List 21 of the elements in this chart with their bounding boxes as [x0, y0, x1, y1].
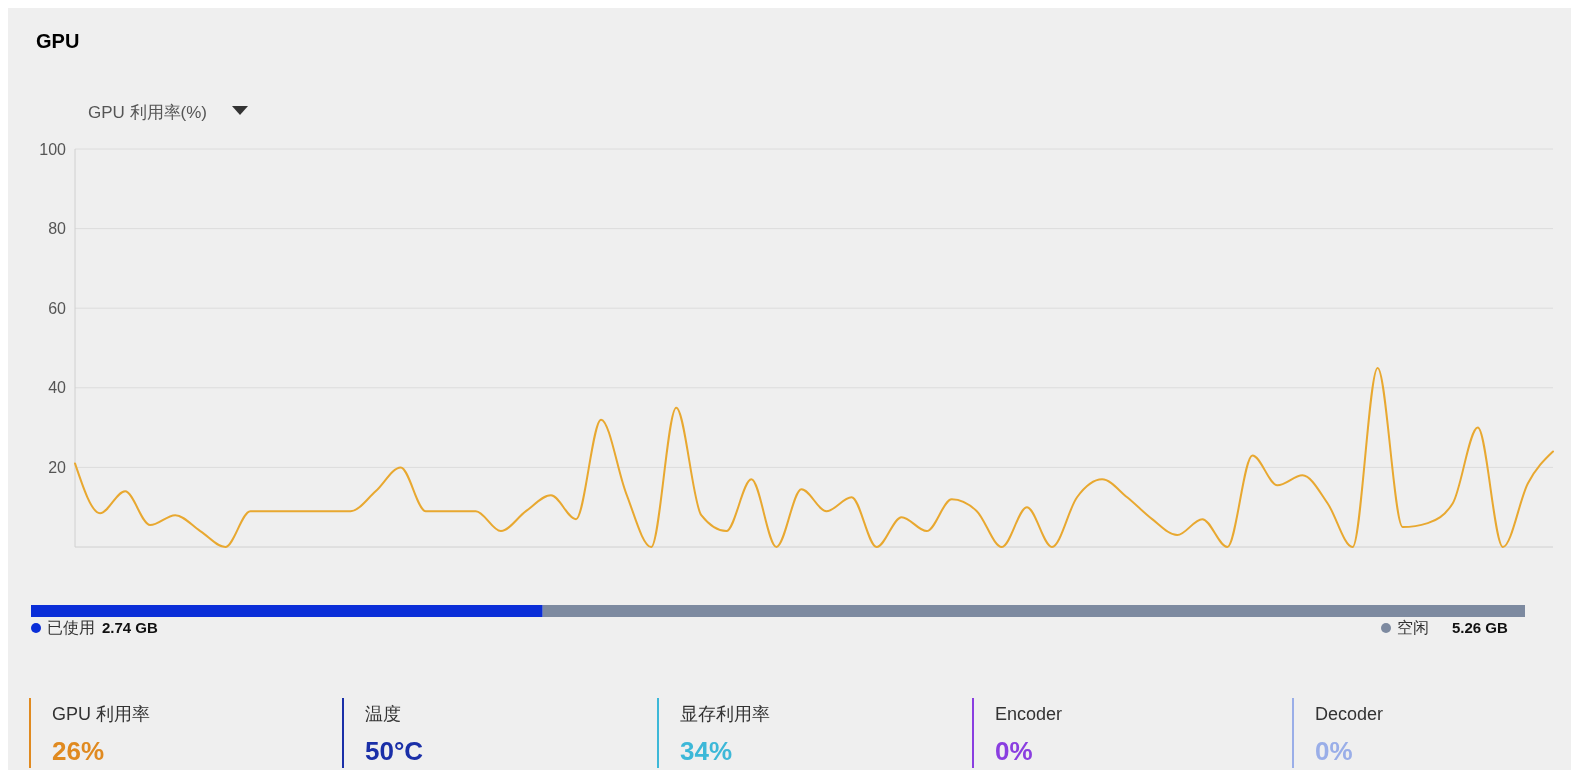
text: 0% — [1315, 736, 1353, 766]
y-tick-label: 60 — [48, 299, 67, 317]
text: 26% — [52, 736, 105, 766]
category-label: 温度 — [365, 704, 401, 724]
y-tick-label: 100 — [39, 140, 67, 158]
category-label: Encoder — [995, 704, 1063, 724]
y-tick-label: 80 — [48, 220, 67, 238]
data-label: 2.74 GB — [102, 619, 159, 636]
legend-label: 空闲 — [1397, 619, 1429, 636]
text: 0% — [995, 736, 1033, 766]
text: 50°C — [365, 736, 424, 766]
data-label: 5.26 GB — [1452, 619, 1509, 636]
y-tick-label: 20 — [48, 459, 67, 476]
legend-label: 已使用 — [47, 619, 95, 636]
category-label: GPU 利用率 — [52, 704, 151, 724]
category-label: Decoder — [1315, 704, 1384, 724]
y-axis-title: GPU 利用率(%) — [88, 103, 207, 122]
y-tick-label: 40 — [48, 379, 67, 397]
category-label: 显存利用率 — [680, 704, 770, 724]
text: 34% — [680, 736, 733, 766]
chart-title: GPU — [36, 30, 80, 52]
